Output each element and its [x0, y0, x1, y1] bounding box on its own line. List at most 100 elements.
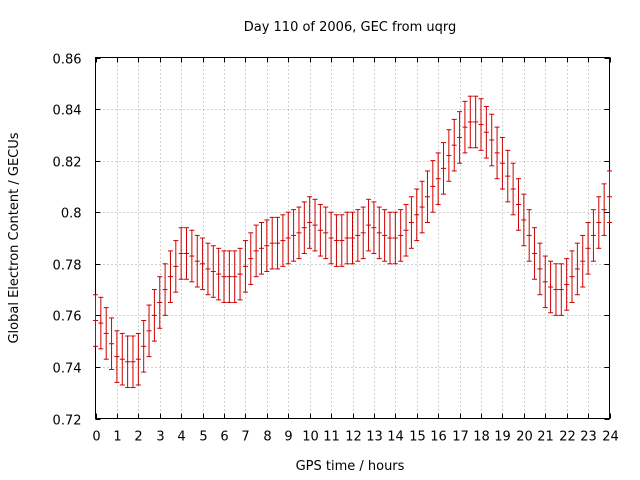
x-tick-label: 15 [409, 430, 426, 445]
error-bar-point [157, 276, 163, 329]
error-bar-point [253, 224, 259, 278]
error-bar-point [275, 216, 281, 270]
x-tick-label: 14 [387, 430, 404, 445]
error-bar-point [494, 126, 500, 180]
plot-frame [95, 57, 610, 419]
error-bar-point [366, 198, 372, 252]
error-bar-point [537, 242, 543, 296]
error-bar-point [264, 219, 270, 273]
tick-layer [95, 57, 611, 420]
error-bar-point [376, 206, 382, 260]
x-tick-label: 13 [366, 430, 383, 445]
error-bar-point [414, 188, 420, 242]
error-bar-point [173, 240, 179, 293]
error-bar-point [457, 111, 463, 164]
error-bar-point [109, 317, 115, 371]
error-bar-point [435, 152, 441, 205]
error-bar-point [135, 332, 141, 386]
x-tick-label: 19 [494, 430, 511, 445]
error-bar-point [607, 170, 612, 224]
error-bar-point [441, 142, 447, 195]
error-bar-point [221, 250, 227, 303]
tick-label-layer: 0 1 2 3 4 5 6 7 8 9 10 11 12 13 14 15 16 17 18 19 20 21 22 23 24… [53, 53, 619, 445]
error-bar-point [291, 209, 297, 262]
y-tick-label: 0.72 [53, 414, 82, 429]
error-bar-point [328, 211, 334, 265]
error-bar-point [521, 193, 527, 247]
error-bar-point [189, 229, 195, 283]
x-tick-label: 21 [537, 430, 554, 445]
error-bar-point [430, 160, 436, 213]
error-bar-point [151, 289, 157, 342]
error-bar-point [483, 105, 489, 159]
error-bar-point [103, 307, 109, 360]
error-bar-point [312, 198, 318, 252]
error-bar-point [473, 95, 479, 149]
error-bar-point [392, 211, 398, 265]
y-tick-label: 0.76 [53, 310, 82, 325]
error-bar-point [542, 255, 548, 309]
x-tick-label: 9 [284, 430, 292, 445]
x-tick-label: 16 [430, 430, 447, 445]
error-bar-point [248, 232, 254, 285]
error-bar-point [398, 209, 404, 262]
y-tick-label: 0.84 [53, 104, 82, 119]
x-tick-label: 23 [580, 430, 597, 445]
error-bar-point [323, 206, 329, 260]
error-bar-point [237, 247, 243, 301]
y-tick-label: 0.78 [53, 259, 82, 274]
error-bar-point [478, 98, 484, 151]
x-tick-label: 2 [134, 430, 142, 445]
error-bar-point [125, 335, 131, 389]
x-tick-label: 22 [559, 430, 576, 445]
error-bar-point [296, 206, 302, 260]
error-bar-point [216, 247, 222, 301]
error-bar-point [403, 203, 409, 257]
x-tick-label: 20 [516, 430, 533, 445]
error-bar-point [167, 250, 173, 303]
error-bar-point [119, 332, 125, 386]
error-bar-point [505, 149, 511, 203]
error-bar-point [558, 263, 564, 316]
error-bar-point [226, 250, 232, 303]
error-bar-point [339, 214, 345, 267]
error-bar-point [569, 250, 575, 303]
error-bar-point [548, 260, 554, 314]
error-bar-point [317, 203, 323, 257]
error-bar-point [307, 196, 313, 249]
error-bar-point [194, 234, 200, 288]
error-bar-point [360, 206, 366, 260]
error-bar-point [580, 234, 586, 288]
error-bar-point [350, 211, 355, 265]
y-tick-label: 0.74 [53, 362, 82, 377]
error-bar-point [184, 227, 190, 280]
error-bar-point [301, 201, 307, 254]
error-bar-point [564, 258, 570, 311]
error-bar-point [596, 196, 602, 249]
error-bar-point [114, 330, 120, 383]
error-bar-point [205, 242, 211, 296]
error-bar-point [601, 183, 607, 236]
error-bar-point [280, 214, 286, 267]
error-bar-point [242, 240, 248, 293]
x-tick-label: 0 [92, 430, 100, 445]
x-axis-label: GPS time / hours [296, 459, 405, 474]
error-bar-point [526, 209, 532, 262]
x-tick-label: 7 [241, 430, 249, 445]
x-tick-label: 6 [220, 430, 228, 445]
x-tick-label: 12 [345, 430, 362, 445]
error-bar-point [590, 209, 596, 262]
y-tick-label: 0.86 [53, 53, 82, 68]
x-tick-label: 8 [263, 430, 271, 445]
error-bar-point [232, 250, 238, 303]
error-bar-point [585, 222, 591, 275]
error-bar-point [382, 209, 388, 262]
y-tick-label: 0.82 [53, 156, 82, 171]
error-bar-point [462, 100, 468, 154]
x-tick-label: 1 [113, 430, 121, 445]
error-bar-point [467, 95, 473, 149]
error-bar-point [451, 118, 457, 172]
error-bar-point [532, 227, 538, 280]
error-bar-point [510, 162, 516, 216]
